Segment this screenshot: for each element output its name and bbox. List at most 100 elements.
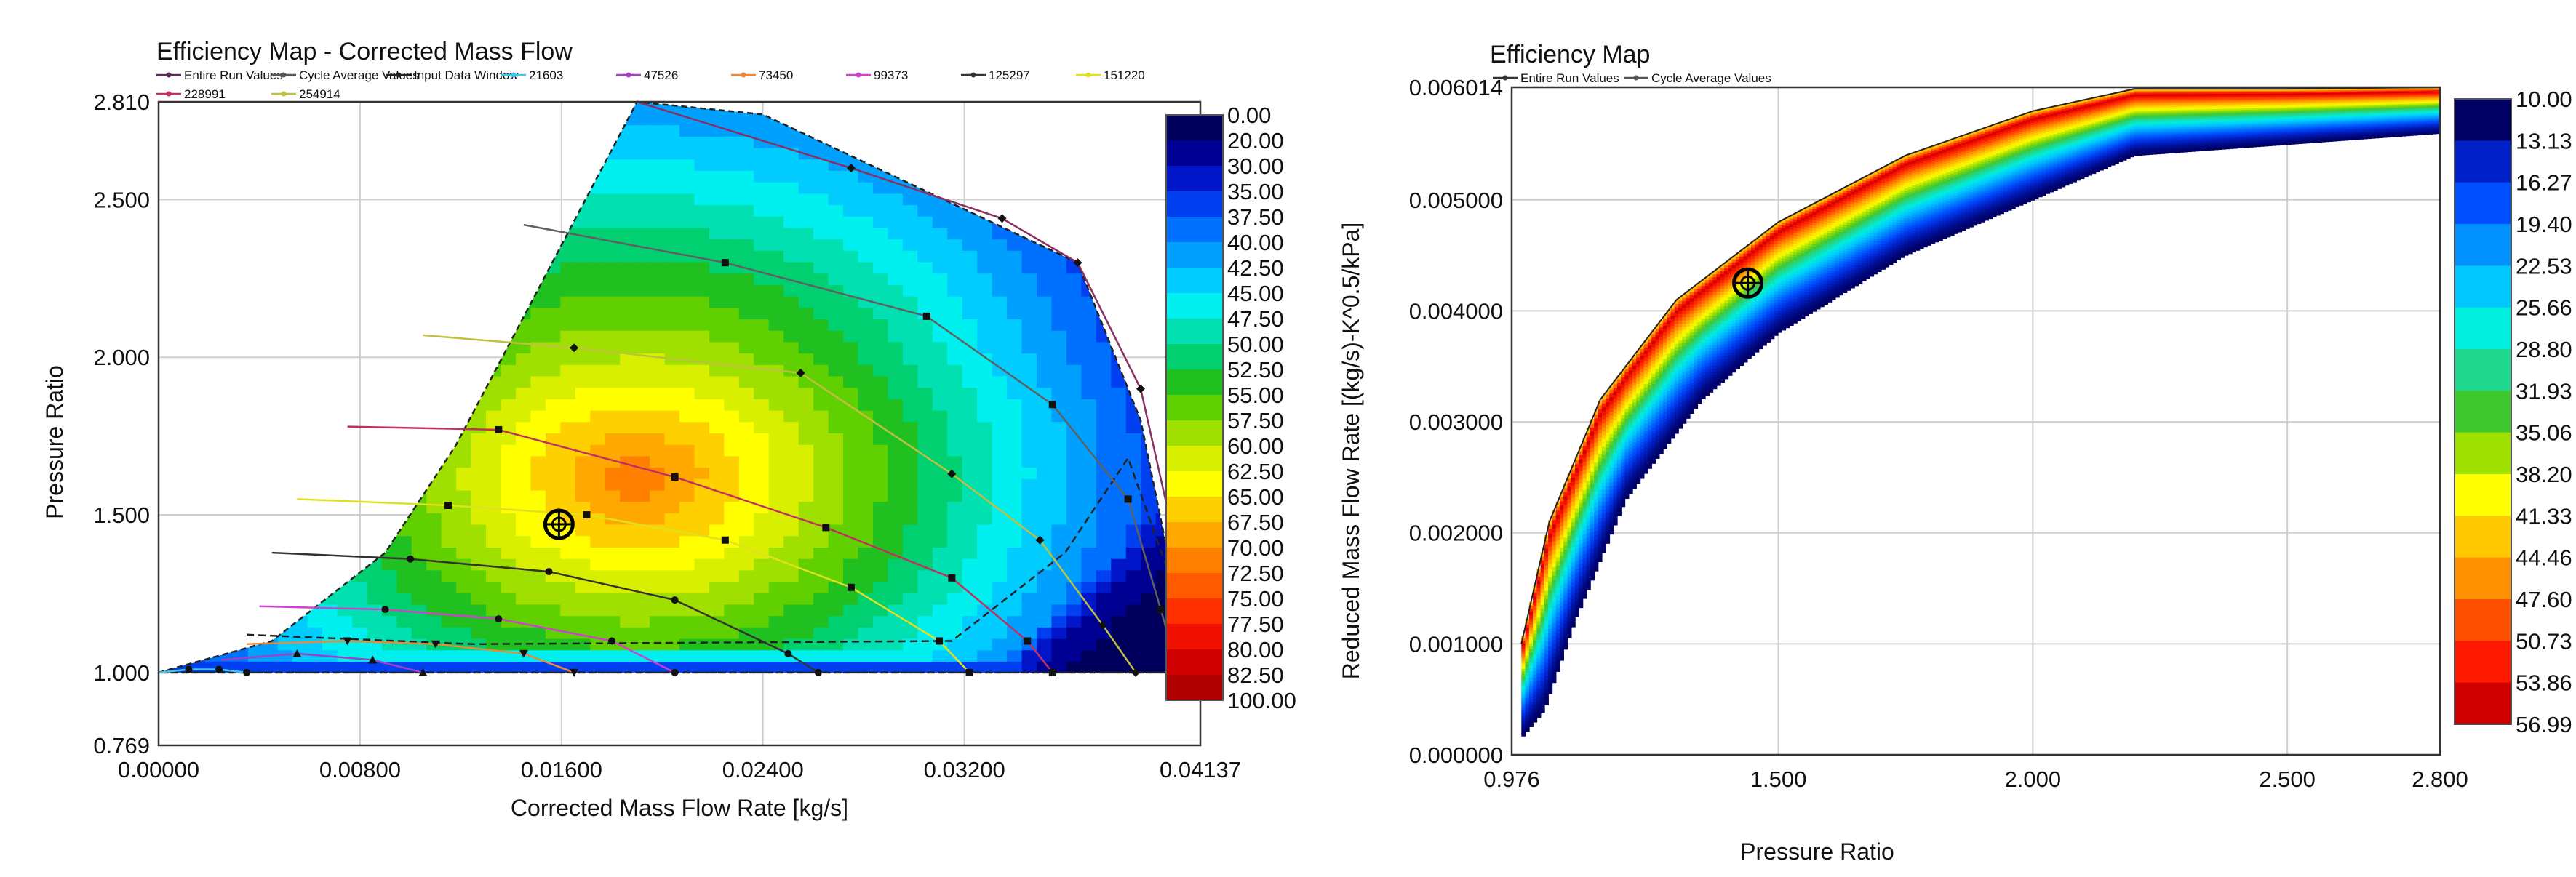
- efficiency-cell: [382, 558, 397, 570]
- efficiency-cell: [754, 444, 769, 456]
- efficiency-cell: [1126, 604, 1141, 616]
- efficiency-band-cell: [1640, 359, 1644, 362]
- efficiency-cell: [1111, 547, 1126, 558]
- efficiency-band-cell: [1590, 435, 1595, 439]
- efficiency-cell: [873, 638, 888, 650]
- efficiency-band-cell: [1567, 622, 1571, 626]
- efficiency-band-cell: [1575, 596, 1579, 601]
- efficiency-cell: [769, 604, 784, 616]
- efficiency-cell: [620, 593, 635, 604]
- efficiency-cell: [486, 239, 501, 250]
- efficiency-cell: [1007, 250, 1022, 262]
- efficiency-cell: [888, 478, 903, 490]
- efficiency-band-cell: [1571, 473, 1576, 477]
- efficiency-cell: [694, 433, 709, 444]
- efficiency-cell: [873, 124, 888, 136]
- efficiency-cell: [739, 581, 754, 593]
- efficiency-cell: [530, 250, 546, 262]
- efficiency-cell: [367, 170, 382, 182]
- efficiency-cell: [278, 113, 293, 125]
- efficiency-cell: [501, 387, 517, 399]
- efficiency-cell: [977, 136, 992, 148]
- efficiency-cell: [367, 113, 382, 125]
- efficiency-cell: [888, 239, 903, 250]
- efficiency-cell: [977, 124, 992, 136]
- efficiency-band-cell: [1606, 459, 1610, 463]
- efficiency-band-cell: [1587, 513, 1591, 517]
- efficiency-cell: [233, 615, 248, 627]
- efficiency-cell: [575, 410, 591, 422]
- efficiency-cell: [977, 490, 992, 502]
- efficiency-band-cell: [1541, 596, 1545, 601]
- efficiency-band-cell: [1636, 417, 1640, 420]
- efficiency-cell: [665, 615, 680, 627]
- efficiency-cell: [694, 182, 709, 193]
- efficiency-cell: [1022, 342, 1037, 353]
- efficiency-band-cell: [1614, 507, 1618, 511]
- efficiency-band-cell: [1579, 588, 1583, 592]
- efficiency-cell: [933, 649, 948, 661]
- efficiency-cell: [367, 535, 382, 547]
- efficiency-cell: [769, 490, 784, 502]
- colorbar-label: 40.00: [1227, 230, 1284, 255]
- efficiency-cell: [933, 581, 948, 593]
- efficiency-cell: [516, 204, 531, 216]
- efficiency-cell: [917, 250, 933, 262]
- efficiency-cell: [635, 296, 650, 308]
- efficiency-cell: [933, 422, 948, 433]
- efficiency-cell: [501, 102, 517, 113]
- efficiency-cell: [203, 581, 218, 593]
- efficiency-cell: [1096, 513, 1112, 524]
- efficiency-cell: [888, 593, 903, 604]
- efficiency-band-cell: [1636, 370, 1640, 374]
- efficiency-band-cell: [1533, 705, 1537, 708]
- efficiency-cell: [1037, 182, 1052, 193]
- efficiency-band-cell: [1621, 493, 1625, 497]
- efficiency-cell: [188, 148, 204, 159]
- efficiency-cell: [426, 410, 442, 422]
- efficiency-cell: [1096, 558, 1112, 570]
- efficiency-cell: [858, 638, 873, 650]
- efficiency-band-cell: [1609, 512, 1614, 516]
- efficiency-cell: [248, 467, 263, 478]
- efficiency-band-cell: [1582, 478, 1587, 482]
- efficiency-band-cell: [1624, 372, 1629, 375]
- efficiency-cell: [783, 581, 799, 593]
- efficiency-cell: [382, 342, 397, 353]
- efficiency-band-cell: [1552, 593, 1556, 598]
- efficiency-cell: [412, 250, 427, 262]
- efficiency-band-cell: [1567, 511, 1571, 516]
- efficiency-cell: [1081, 159, 1096, 170]
- efficiency-band-cell: [1590, 516, 1595, 520]
- efficiency-cell: [933, 558, 948, 570]
- efficiency-cell: [308, 422, 323, 433]
- efficiency-cell: [903, 342, 918, 353]
- efficiency-cell: [1081, 638, 1096, 650]
- efficiency-cell: [888, 558, 903, 570]
- efficiency-cell: [1037, 604, 1052, 616]
- efficiency-cell: [278, 102, 293, 113]
- efficiency-cell: [248, 330, 263, 342]
- efficiency-band-cell: [1590, 443, 1595, 447]
- efficiency-cell: [679, 581, 695, 593]
- efficiency-cell: [203, 410, 218, 422]
- efficiency-band-cell: [1606, 398, 1610, 402]
- efficiency-band-cell: [1644, 470, 1648, 473]
- efficiency-band-cell: [1594, 478, 1598, 483]
- efficiency-cell: [1066, 649, 1082, 661]
- efficiency-cell: [396, 353, 412, 364]
- efficiency-band-cell: [1575, 564, 1579, 569]
- efficiency-band-cell: [1629, 486, 1633, 490]
- efficiency-cell: [173, 638, 188, 650]
- efficiency-cell: [888, 570, 903, 582]
- efficiency-cell: [992, 387, 1008, 399]
- efficiency-cell: [888, 216, 903, 228]
- efficiency-band-cell: [1609, 411, 1614, 415]
- efficiency-cell: [218, 124, 234, 136]
- efficiency-cell: [1096, 661, 1112, 673]
- efficiency-cell: [1096, 148, 1112, 159]
- efficiency-cell: [933, 627, 948, 638]
- efficiency-cell: [813, 387, 829, 399]
- efficiency-cell: [813, 364, 829, 376]
- efficiency-cell: [917, 593, 933, 604]
